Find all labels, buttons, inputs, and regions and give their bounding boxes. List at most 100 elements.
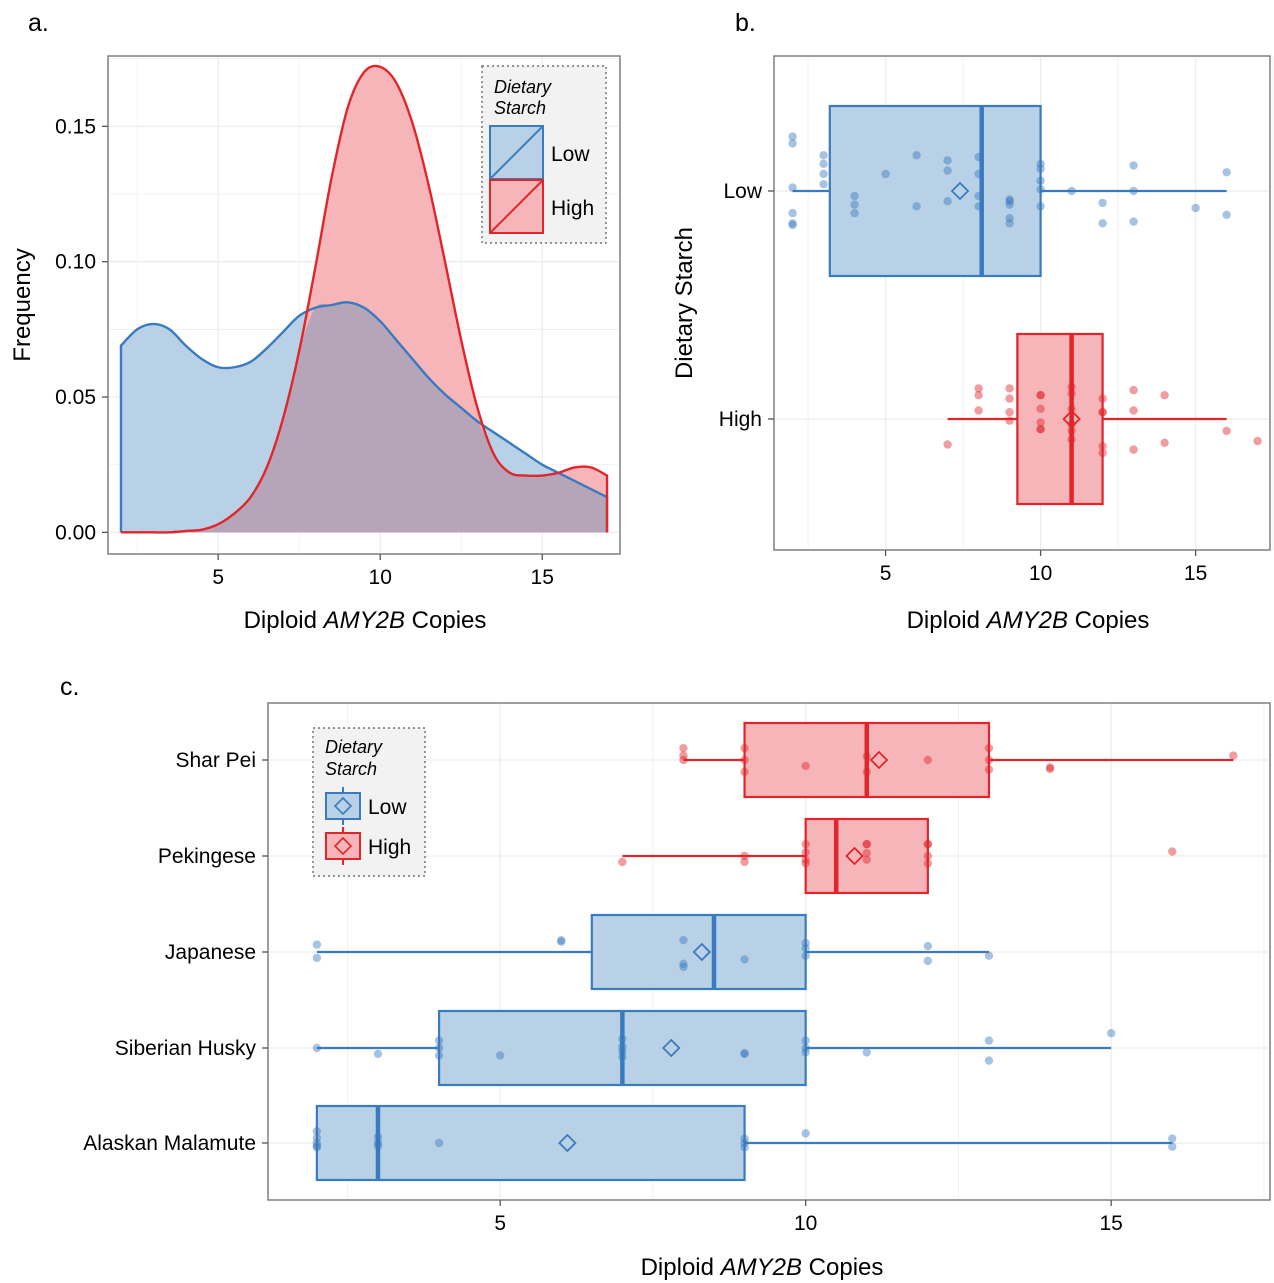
- data-point: [801, 944, 810, 953]
- y-tick-label: Pekingese: [158, 845, 256, 868]
- data-point: [740, 857, 749, 867]
- data-point: [434, 1043, 444, 1053]
- data-point: [312, 1126, 322, 1136]
- mean-diamond: [558, 1133, 577, 1153]
- data-point: [984, 1056, 994, 1065]
- data-point: [788, 208, 797, 218]
- panel-b-label: b.: [735, 9, 756, 37]
- data-point: [1067, 186, 1076, 196]
- data-point: [1067, 389, 1076, 398]
- data-point: [1005, 394, 1014, 403]
- data-point: [679, 751, 688, 760]
- legend-key-diamond: [333, 836, 353, 856]
- data-point: [862, 848, 871, 858]
- data-point: [984, 951, 994, 960]
- data-point: [434, 1138, 444, 1148]
- mean-diamond: [950, 181, 970, 201]
- mean-diamond: [869, 750, 889, 770]
- data-point: [1098, 198, 1107, 208]
- data-point: [801, 761, 810, 771]
- data-point: [1036, 159, 1045, 168]
- panel-a-border: [107, 55, 621, 555]
- x-tick-label: 5: [494, 1212, 506, 1235]
- data-point: [618, 1034, 627, 1044]
- y-tick-label: 0.00: [55, 521, 96, 544]
- y-tick-label: Siberian Husky: [115, 1037, 257, 1060]
- data-point: [819, 180, 828, 189]
- data-point: [373, 1132, 383, 1142]
- legend-title-line1: Dietary: [494, 77, 552, 97]
- data-point: [1129, 385, 1138, 395]
- panel-a-ticks: 5 10 15 0.00 0.05 0.10 0.15: [55, 115, 554, 589]
- data-point: [1160, 438, 1169, 447]
- series-high-density-area: [120, 65, 608, 533]
- data-point: [1222, 168, 1231, 177]
- x-tick-label: 15: [531, 566, 554, 589]
- panel-c-x-axis-label: Diploid AMY2B Copies: [641, 1254, 884, 1281]
- data-point: [1036, 164, 1045, 174]
- x-tick-label: 5: [212, 566, 224, 589]
- data-point: [312, 1133, 322, 1143]
- data-point: [801, 859, 810, 868]
- data-point: [923, 839, 933, 849]
- data-point: [943, 440, 952, 449]
- boxplot-alaskan-malamute: [312, 1104, 1177, 1182]
- data-point: [1191, 203, 1200, 213]
- data-point: [1036, 418, 1045, 427]
- panel-b-border: [773, 55, 1271, 551]
- data-point: [912, 202, 921, 211]
- data-point: [740, 1134, 749, 1143]
- data-point: [679, 962, 688, 971]
- data-point: [1005, 219, 1014, 228]
- data-point: [912, 151, 921, 160]
- data-point: [740, 851, 749, 861]
- data-point: [618, 857, 627, 867]
- box-iqr: [590, 913, 807, 991]
- data-point: [974, 391, 983, 400]
- data-point: [801, 839, 810, 849]
- data-point: [1067, 419, 1076, 429]
- x-tick-label: 15: [1099, 1212, 1122, 1235]
- data-point: [923, 941, 933, 951]
- data-point: [819, 159, 828, 168]
- panel-c-ticks: 5 10 15 Shar Pei Pekingese Japanese Siberian H…: [83, 749, 1123, 1235]
- data-point: [312, 940, 322, 949]
- data-point: [740, 767, 749, 777]
- panel-b-y-axis-label: Dietary Starch: [671, 227, 698, 379]
- data-point: [1005, 197, 1014, 206]
- legend-low-label: Low: [551, 143, 590, 166]
- y-tick-label: Japanese: [165, 941, 256, 964]
- data-point: [1067, 404, 1076, 413]
- panel-b-ticks: 5 10 15 Low High: [719, 180, 1207, 585]
- data-point: [1098, 219, 1107, 228]
- data-point: [801, 938, 810, 948]
- data-point: [1222, 210, 1231, 219]
- data-point: [618, 1046, 627, 1056]
- data-point: [1129, 406, 1138, 415]
- data-point: [740, 1049, 749, 1059]
- data-point: [1036, 185, 1045, 194]
- y-tick-label: Shar Pei: [175, 749, 256, 772]
- data-point: [1129, 186, 1138, 196]
- y-tick-label: 0.15: [55, 115, 96, 138]
- panel-c-label: c.: [60, 673, 79, 701]
- legend-low-key: [325, 787, 361, 825]
- data-point: [1036, 391, 1045, 400]
- data-point: [312, 953, 322, 963]
- data-point: [740, 743, 749, 753]
- data-point: [1005, 384, 1014, 393]
- panel-c-legend: Dietary Starch Low High: [312, 727, 426, 877]
- data-point: [788, 219, 797, 228]
- boxplot-siberian-husky: [312, 1009, 1116, 1087]
- data-point: [801, 1036, 810, 1045]
- boxplot-pekingese: [618, 817, 1177, 895]
- data-point: [862, 855, 871, 864]
- data-point: [943, 197, 952, 206]
- data-point: [1036, 404, 1045, 413]
- legend-low-label: Low: [368, 796, 407, 819]
- legend-title-line2: Starch: [325, 759, 377, 779]
- data-point: [862, 752, 871, 761]
- data-point: [1106, 1029, 1116, 1038]
- data-point: [974, 406, 983, 415]
